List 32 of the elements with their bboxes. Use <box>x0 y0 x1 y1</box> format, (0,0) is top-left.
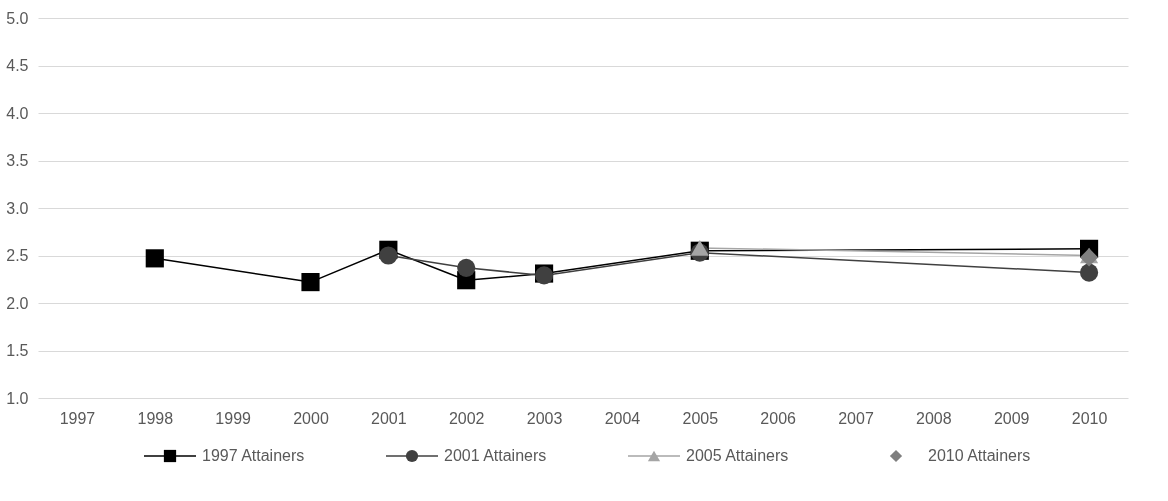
y-tick-label: 4.0 <box>6 104 29 122</box>
y-tick-label: 4.5 <box>6 57 29 74</box>
legend-label: 2010 Attainers <box>928 447 1031 464</box>
x-tick-label: 2009 <box>993 409 1030 427</box>
point <box>145 249 164 268</box>
y-tick-label: 5.0 <box>6 9 29 27</box>
x-tick-label: 2000 <box>293 409 329 427</box>
legend-label: 2001 Attainers <box>444 447 547 464</box>
x-tick-label: 2005 <box>682 409 719 427</box>
x-tick-label: 2003 <box>526 409 563 427</box>
legend-label: 2005 Attainers <box>686 447 789 464</box>
point <box>301 273 320 292</box>
y-tick-label: 1.5 <box>6 342 29 359</box>
x-tick-label: 1998 <box>137 409 174 427</box>
point <box>457 258 476 277</box>
y-tick-label: 2.0 <box>6 294 29 312</box>
x-tick-label: 2002 <box>448 409 485 427</box>
y-tick-label: 2.5 <box>6 247 29 264</box>
x-tick-label: 2008 <box>916 409 952 427</box>
x-tick-label: 2001 <box>371 409 407 427</box>
y-tick-label: 1.0 <box>6 389 29 407</box>
x-tick-label: 2010 <box>1071 409 1108 427</box>
x-tick-label: 2004 <box>604 409 641 427</box>
legend-label: 1997 Attainers <box>202 447 305 464</box>
point <box>1079 263 1099 282</box>
x-tick-label: 2007 <box>838 409 874 427</box>
x-tick-label: 1997 <box>59 409 96 427</box>
x-tick-label: 2006 <box>760 409 797 427</box>
x-tick-label: 1999 <box>215 409 252 427</box>
point <box>379 246 398 265</box>
y-tick-label: 3.0 <box>6 199 29 217</box>
y-tick-label: 3.5 <box>6 152 29 169</box>
